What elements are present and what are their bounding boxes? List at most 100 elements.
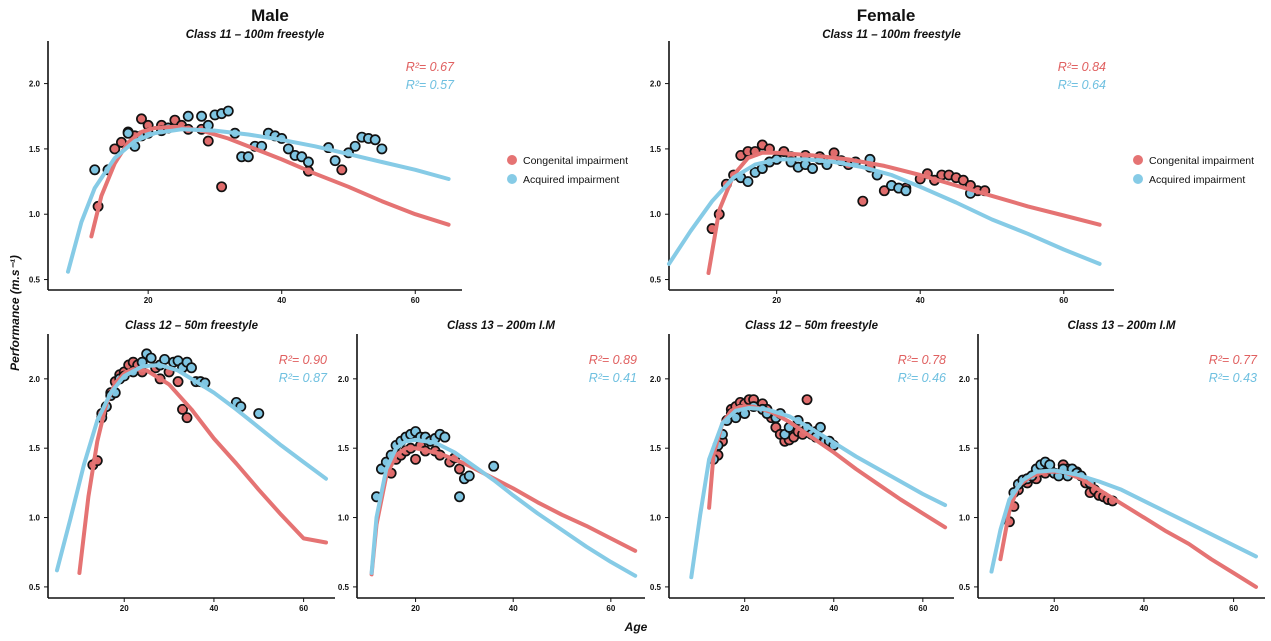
panel-title: Class 13 – 200m I.M: [1067, 320, 1175, 332]
acquired-r2-label: R²= 0.64: [1058, 78, 1106, 92]
x-tick-label: 60: [918, 604, 927, 613]
congenital-fit-curve: [1000, 472, 1256, 587]
congenital-r2-label: R²= 0.89: [589, 353, 637, 367]
congenital-point: [455, 464, 464, 473]
acquired-r2-label: R²= 0.41: [589, 371, 637, 385]
congenital-r2-label: R²= 0.78: [898, 353, 946, 367]
congenital-point: [858, 197, 867, 206]
x-tick-label: 40: [509, 604, 518, 613]
congenital-point: [173, 377, 182, 386]
congenital-r2-label: R²= 0.67: [406, 60, 455, 74]
y-tick-label: 2.0: [338, 375, 350, 384]
y-tick-label: 1.0: [29, 514, 41, 523]
y-tick-label: 0.5: [650, 583, 662, 592]
y-tick-label: 1.5: [959, 444, 971, 453]
y-tick-label: 2.0: [29, 80, 41, 89]
x-tick-label: 60: [1059, 296, 1068, 305]
congenital-fit-curve: [709, 407, 945, 528]
x-tick-label: 40: [916, 296, 925, 305]
x-tick-label: 60: [606, 604, 615, 613]
x-tick-label: 20: [772, 296, 781, 305]
acquired-point: [124, 129, 133, 138]
panel-3: Class 13 – 200m I.M 0.5 1.0 1.5 2.0 20 40 60 R²=…: [338, 320, 645, 613]
acquired-point: [160, 355, 169, 364]
acquired-point: [743, 177, 752, 186]
acquired-point: [465, 471, 474, 480]
congenital-r2-label: R²= 0.84: [1058, 60, 1106, 74]
acquired-point: [440, 432, 449, 441]
y-tick-label: 0.5: [650, 276, 662, 285]
x-tick-label: 20: [120, 604, 129, 613]
legend-label: Acquired impairment: [523, 174, 619, 186]
legend-marker: [1133, 174, 1143, 184]
acquired-point: [187, 363, 196, 372]
panel-2: Class 12 – 50m freestyle 0.5 1.0 1.5 2.0 20 40…: [29, 320, 335, 613]
x-tick-label: 20: [144, 296, 153, 305]
acquired-point: [224, 106, 233, 115]
congenital-fit-curve: [91, 127, 448, 237]
acquired-r2-label: R²= 0.43: [1209, 371, 1257, 385]
y-tick-label: 2.0: [959, 375, 971, 384]
x-tick-label: 20: [1050, 604, 1059, 613]
congenital-point: [337, 165, 346, 174]
acquired-point: [331, 156, 340, 165]
acquired-point: [90, 165, 99, 174]
x-tick-label: 40: [277, 296, 286, 305]
y-tick-label: 0.5: [29, 276, 41, 285]
y-tick-label: 1.5: [650, 444, 662, 453]
y-tick-label: 1.5: [29, 444, 41, 453]
congenital-point: [182, 413, 191, 422]
acquired-point: [489, 462, 498, 471]
x-tick-label: 60: [1229, 604, 1238, 613]
y-tick-label: 1.0: [959, 514, 971, 523]
acquired-r2-label: R²= 0.46: [898, 371, 946, 385]
x-tick-label: 40: [1139, 604, 1148, 613]
acquired-point: [351, 142, 360, 151]
y-tick-label: 0.5: [29, 583, 41, 592]
panel-title: Class 11 – 100m freestyle: [822, 29, 961, 41]
congenital-point: [217, 182, 226, 191]
panel-title: Class 13 – 200m I.M: [447, 320, 555, 332]
y-tick-label: 1.0: [29, 210, 41, 219]
acquired-point: [184, 112, 193, 121]
legend-label: Acquired impairment: [1149, 174, 1245, 186]
panel-title: Class 12 – 50m freestyle: [745, 320, 879, 332]
legend-label: Congenital impairment: [1149, 155, 1254, 167]
y-tick-label: 2.0: [650, 375, 662, 384]
y-tick-label: 1.5: [650, 145, 662, 154]
panel-0: Class 11 – 100m freestyle 0.5 1.0 1.5 2.0 20 4…: [29, 29, 628, 305]
x-tick-label: 40: [829, 604, 838, 613]
legend-marker: [1133, 155, 1143, 165]
y-tick-label: 2.0: [29, 375, 41, 384]
y-tick-label: 1.5: [29, 145, 41, 154]
acquired-r2-label: R²= 0.87: [279, 371, 328, 385]
y-tick-label: 1.0: [338, 514, 350, 523]
legend-marker: [507, 174, 517, 184]
legend-label: Congenital impairment: [523, 155, 628, 167]
x-tick-label: 40: [209, 604, 218, 613]
x-tick-label: 20: [740, 604, 749, 613]
acquired-point: [254, 409, 263, 418]
y-tick-label: 0.5: [959, 583, 971, 592]
acquired-point: [304, 157, 313, 166]
acquired-point: [147, 353, 156, 362]
acquired-point: [808, 164, 817, 173]
acquired-r2-label: R²= 0.57: [406, 78, 455, 92]
congenital-point: [802, 395, 811, 404]
acquired-point: [197, 112, 206, 121]
congenital-point: [411, 455, 420, 464]
y-tick-label: 2.0: [650, 80, 662, 89]
congenital-r2-label: R²= 0.90: [279, 353, 327, 367]
acquired-point: [455, 492, 464, 501]
congenital-r2-label: R²= 0.77: [1209, 353, 1258, 367]
acquired-point: [371, 135, 380, 144]
panel-title: Class 11 – 100m freestyle: [186, 29, 325, 41]
congenital-fit-curve: [372, 448, 636, 574]
congenital-fit-curve: [79, 369, 326, 573]
acquired-point: [244, 152, 253, 161]
acquired-point: [901, 186, 910, 195]
panel-title: Class 12 – 50m freestyle: [125, 320, 259, 332]
x-tick-label: 20: [411, 604, 420, 613]
